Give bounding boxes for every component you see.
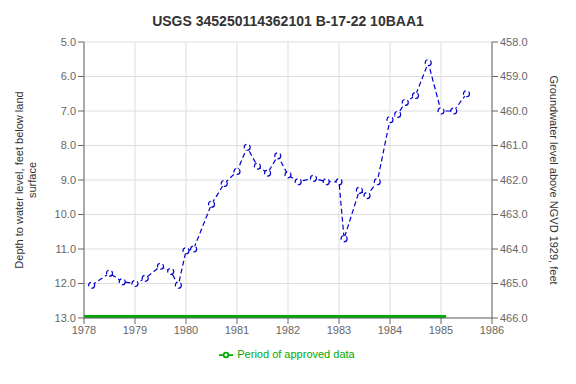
svg-text:1981: 1981 (225, 324, 249, 336)
svg-text:460.0: 460.0 (500, 105, 528, 117)
svg-text:463.0: 463.0 (500, 208, 528, 220)
html-text:Depth to water level, feet bel: Depth to water level, feet below land su… (13, 91, 38, 269)
svg-text:464.0: 464.0 (500, 243, 528, 255)
svg-text:10.0: 10.0 (55, 208, 76, 220)
svg-text:458.0: 458.0 (500, 36, 528, 48)
html-text:USGS 345250114362101 B-17-22 1: USGS 345250114362101 B-17-22 10BAA1 (152, 13, 424, 29)
svg-text:465.0: 465.0 (500, 277, 528, 289)
svg-text:466.0: 466.0 (500, 312, 528, 324)
svg-text:6.0: 6.0 (61, 70, 76, 82)
svg-text:1983: 1983 (327, 324, 351, 336)
svg-text:8.0: 8.0 (61, 139, 76, 151)
svg-text:1984: 1984 (378, 324, 402, 336)
svg-text:13.0: 13.0 (55, 312, 76, 324)
svg-text:12.0: 12.0 (55, 277, 76, 289)
svg-text:459.0: 459.0 (500, 70, 528, 82)
html-text:Period of approved data: Period of approved data (237, 348, 355, 360)
svg-text:1978: 1978 (72, 324, 96, 336)
svg-text:11.0: 11.0 (55, 243, 76, 255)
svg-text:1986: 1986 (480, 324, 504, 336)
svg-text:462.0: 462.0 (500, 174, 528, 186)
svg-text:9.0: 9.0 (61, 174, 76, 186)
svg-text:5.0: 5.0 (61, 36, 76, 48)
svg-text:1985: 1985 (429, 324, 453, 336)
svg-text:461.0: 461.0 (500, 139, 528, 151)
html-text:Groundwater level above NGVD 1: Groundwater level above NGVD 1929, feet (548, 75, 561, 285)
svg-text:1979: 1979 (123, 324, 147, 336)
svg-text:1982: 1982 (276, 324, 300, 336)
svg-text:1980: 1980 (174, 324, 198, 336)
svg-text:7.0: 7.0 (61, 105, 76, 117)
